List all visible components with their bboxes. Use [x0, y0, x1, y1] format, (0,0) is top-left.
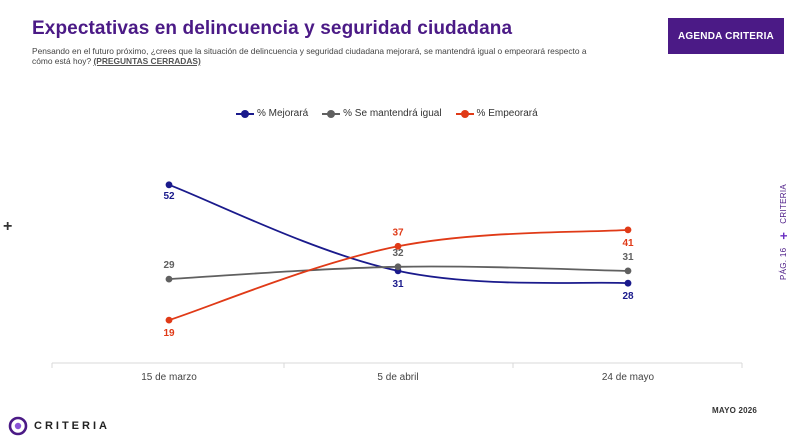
- data-label: 41: [622, 238, 634, 249]
- logo-text: CRITERIA: [34, 420, 110, 432]
- plus-icon: +: [3, 218, 13, 235]
- criteria-logo-icon: [8, 416, 28, 436]
- data-point: [165, 275, 173, 283]
- legend-item: % Mejorará: [236, 108, 308, 119]
- x-tick-label: 24 de mayo: [602, 372, 655, 383]
- subtitle-question: Pensando en el futuro próximo, ¿crees qu…: [32, 46, 587, 66]
- data-label: 31: [392, 279, 404, 290]
- legend-swatch: [236, 109, 254, 119]
- data-label: 32: [392, 248, 404, 259]
- data-point: [624, 267, 632, 275]
- legend-label: % Se mantendrá igual: [343, 108, 442, 119]
- legend-label: % Mejorará: [257, 108, 309, 119]
- page-title: Expectativas en delincuencia y seguridad…: [32, 18, 513, 39]
- agenda-badge: AGENDA CRITERIA: [668, 18, 784, 54]
- data-point: [394, 242, 402, 250]
- brand-logo: CRITERIA: [8, 416, 110, 436]
- legend-swatch: [455, 109, 474, 119]
- legend-swatch: [322, 109, 341, 119]
- legend-item: % Se mantendrá igual: [322, 108, 442, 119]
- data-label: 52: [163, 191, 175, 202]
- data-label: 28: [622, 291, 634, 302]
- legend-item: % Empeorará: [455, 108, 538, 119]
- subtitle-note: (PREGUNTAS CERRADAS): [93, 56, 201, 66]
- x-tick-label: 5 de abril: [377, 372, 418, 383]
- chart-legend: % Mejorará % Se mantendrá igual % Empeorar…: [236, 108, 538, 119]
- data-label: 37: [392, 227, 404, 238]
- data-point: [394, 263, 402, 271]
- data-point: [165, 181, 173, 189]
- data-point: [624, 279, 632, 287]
- legend-label: % Empeorará: [476, 108, 538, 119]
- data-point: [624, 226, 632, 234]
- data-label: 31: [622, 252, 634, 263]
- data-label: 29: [163, 260, 175, 271]
- page-subtitle: Pensando en el futuro próximo, ¿crees qu…: [32, 46, 592, 66]
- report-date: MAYO 2026: [712, 406, 758, 415]
- data-label: 19: [163, 328, 175, 339]
- data-point: [165, 316, 173, 324]
- x-tick-label: 15 de marzo: [141, 372, 197, 383]
